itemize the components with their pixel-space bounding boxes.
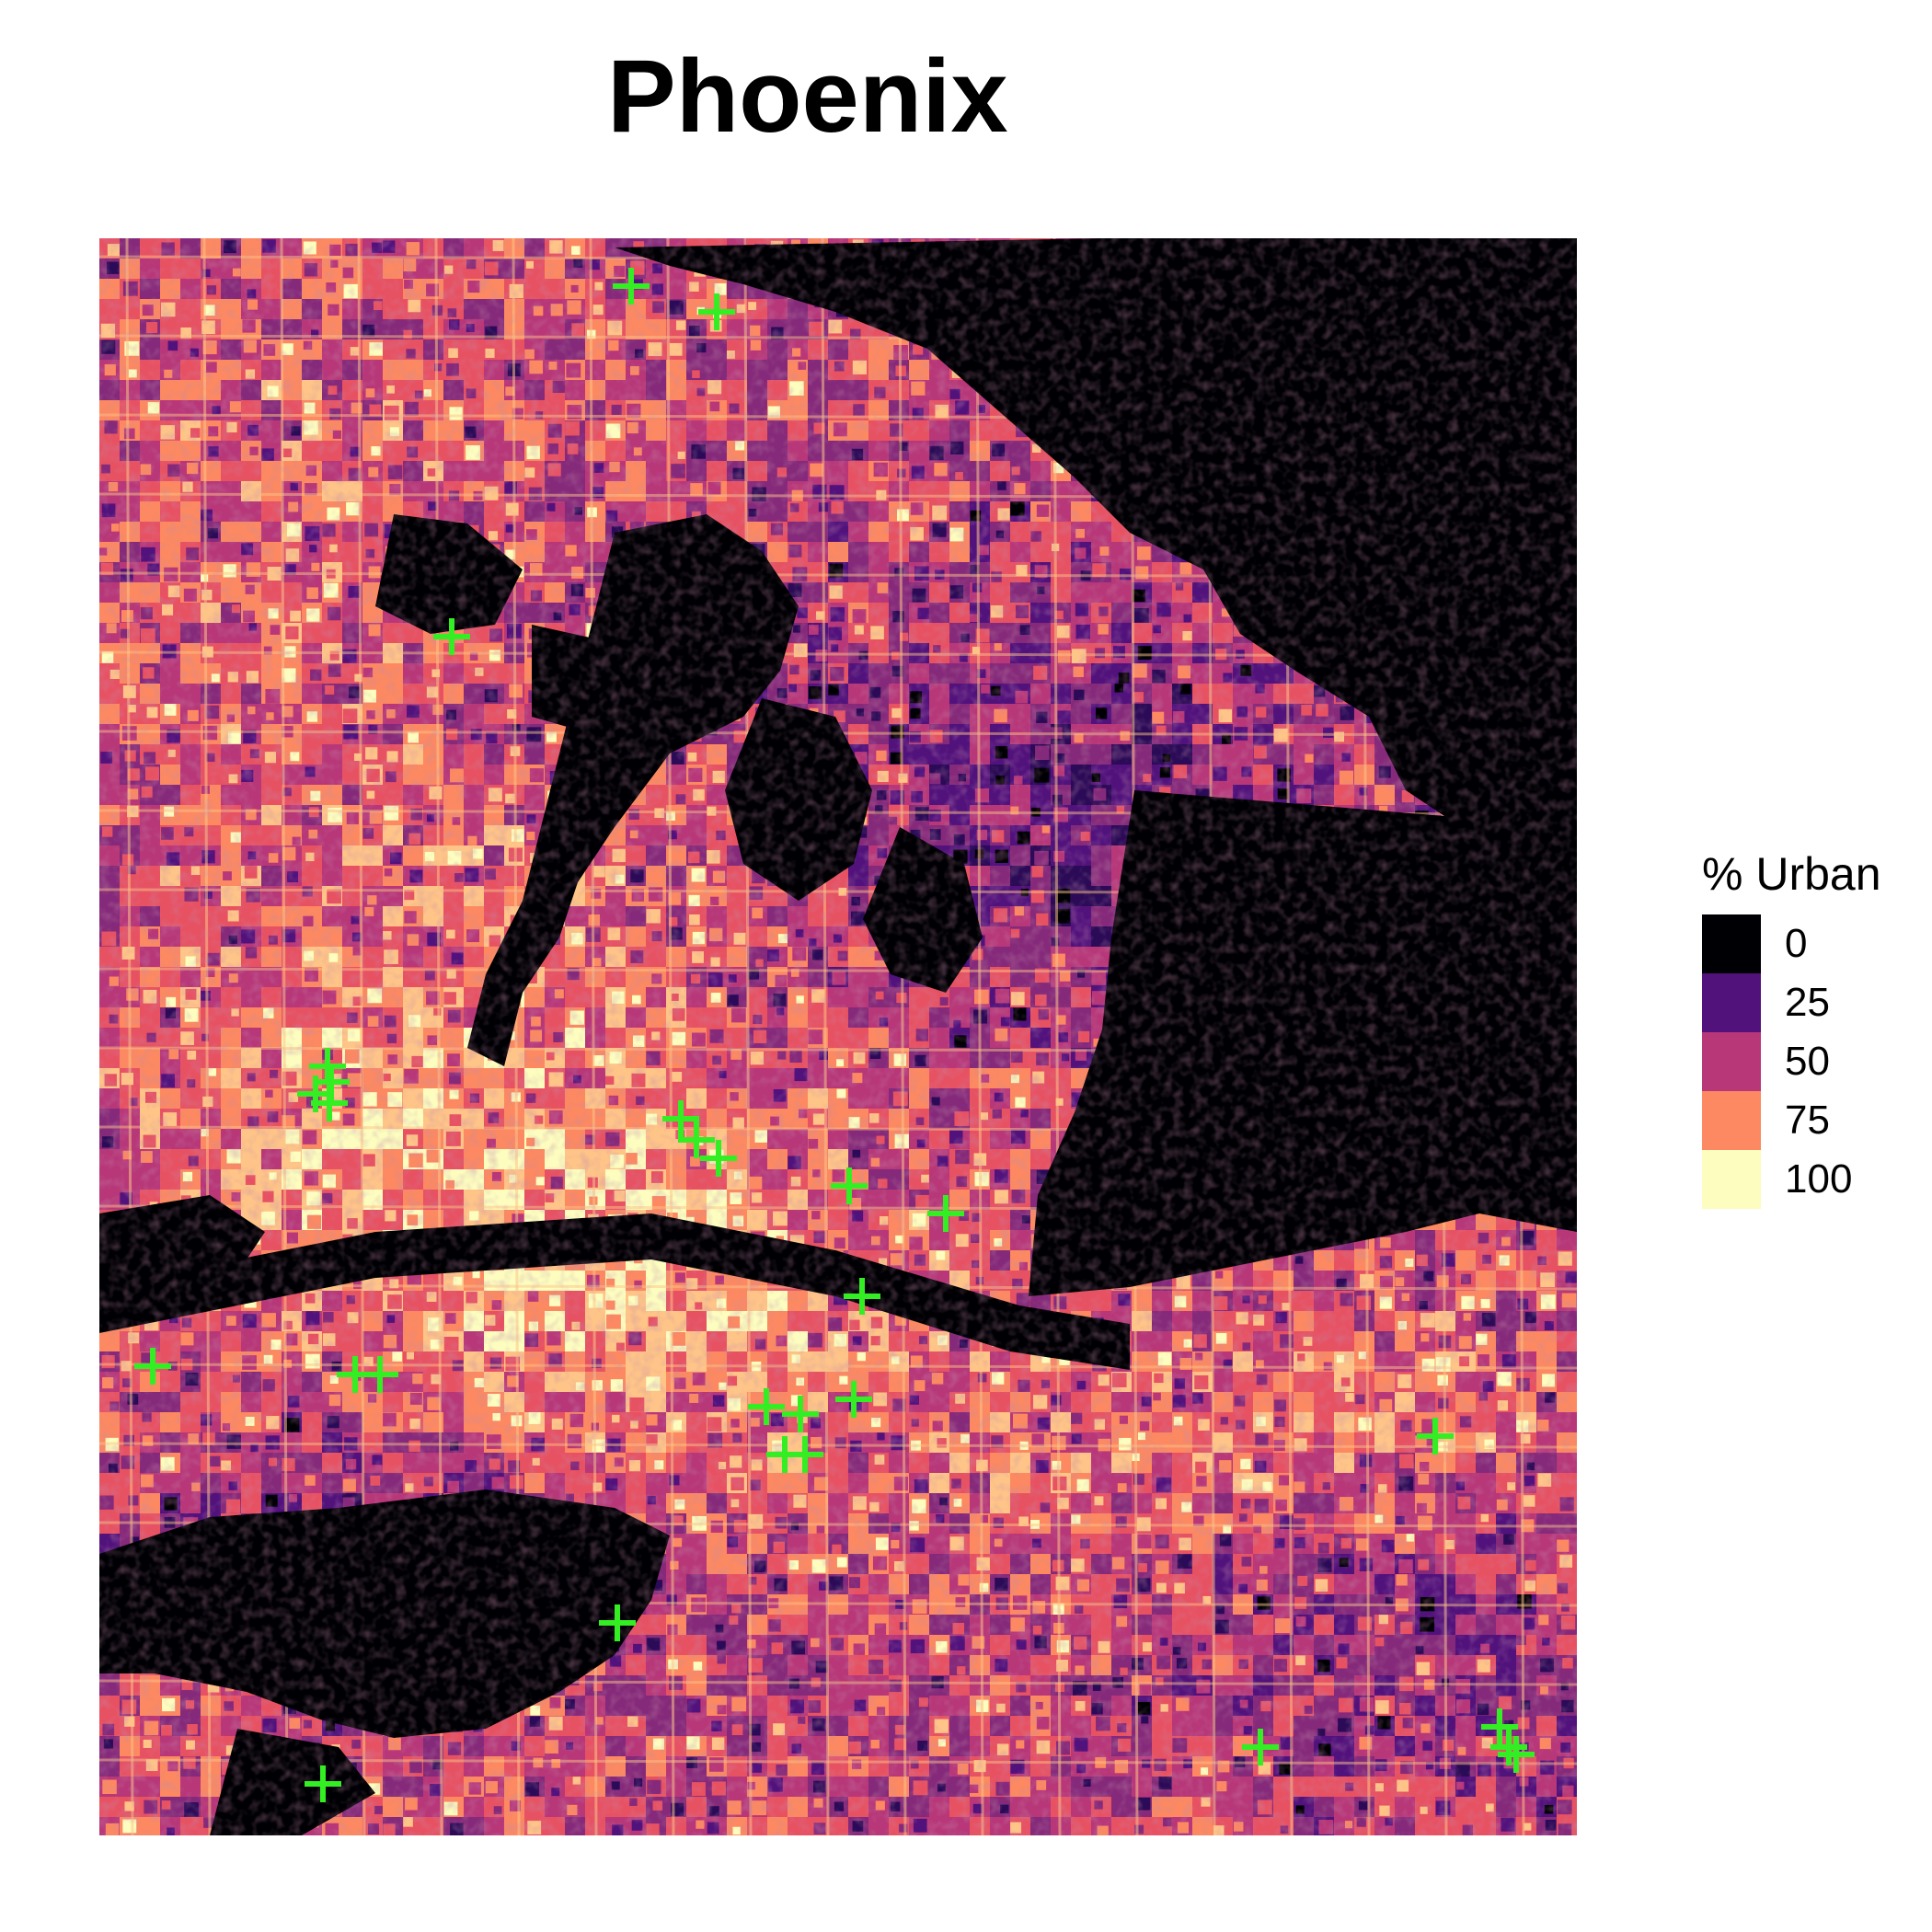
urban-map[interactable] [99, 238, 1577, 1835]
page-title: Phoenix [607, 39, 1008, 154]
urban-raster [99, 238, 1577, 1835]
